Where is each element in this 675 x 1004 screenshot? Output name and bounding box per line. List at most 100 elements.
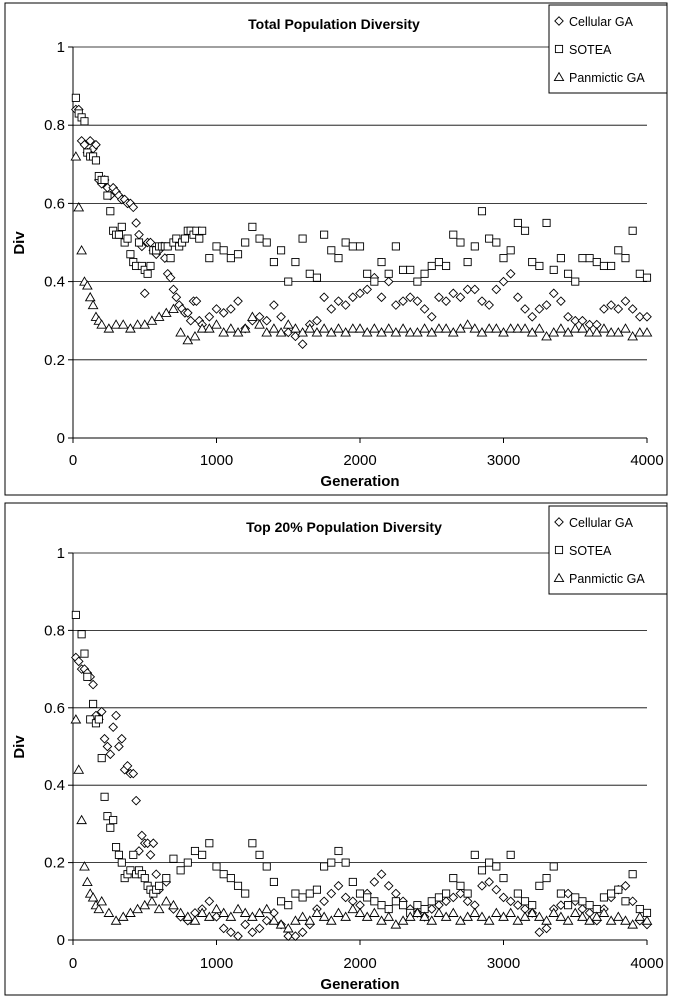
data-point xyxy=(261,315,272,326)
data-point xyxy=(100,175,109,184)
legend: Cellular GA SOTEA Panmictic GA xyxy=(548,4,668,94)
data-point xyxy=(176,866,185,875)
data-point xyxy=(318,323,330,333)
data-point xyxy=(168,303,179,314)
data-point xyxy=(110,319,122,329)
data-point xyxy=(534,304,545,314)
data-point xyxy=(320,230,329,239)
data-point xyxy=(556,254,565,263)
data-point xyxy=(413,277,422,286)
y-tick-label: 0 xyxy=(57,932,65,949)
data-point xyxy=(426,311,437,322)
data-point xyxy=(116,733,127,744)
data-point xyxy=(275,327,287,337)
data-point xyxy=(368,323,380,333)
data-point xyxy=(592,258,601,267)
data-point xyxy=(614,885,623,894)
data-point xyxy=(490,907,502,917)
data-point xyxy=(304,323,316,333)
data-point xyxy=(88,679,98,690)
data-point xyxy=(513,218,522,228)
data-point xyxy=(578,897,587,906)
x-tick-label: 1000 xyxy=(200,955,233,972)
data-point xyxy=(556,889,565,898)
data-point xyxy=(620,323,631,333)
data-point xyxy=(312,885,322,894)
data-point xyxy=(627,304,638,314)
data-point xyxy=(513,889,522,898)
data-point xyxy=(520,897,530,906)
data-point xyxy=(168,284,179,295)
data-point xyxy=(340,892,351,903)
data-point xyxy=(434,292,444,303)
data-point xyxy=(282,923,294,933)
data-point xyxy=(562,915,574,925)
data-point xyxy=(233,296,243,306)
data-point xyxy=(399,265,408,274)
data-point xyxy=(533,911,545,921)
data-point xyxy=(268,323,280,333)
data-point xyxy=(326,888,337,899)
data-point xyxy=(384,269,393,278)
data-point xyxy=(81,280,93,290)
data-point xyxy=(541,300,552,310)
data-point xyxy=(291,258,300,267)
data-point xyxy=(153,903,165,914)
data-point xyxy=(246,311,258,321)
data-point xyxy=(641,915,653,925)
data-point xyxy=(327,246,336,255)
data-point xyxy=(369,877,380,887)
x-tick-label: 4000 xyxy=(630,955,663,972)
data-point xyxy=(556,296,566,306)
data-point xyxy=(448,892,459,903)
data-point xyxy=(248,222,257,231)
x-tick-label: 2000 xyxy=(343,955,376,972)
data-point xyxy=(114,230,123,239)
data-point xyxy=(419,911,430,921)
data-point xyxy=(578,254,587,263)
data-point xyxy=(442,261,451,271)
data-point xyxy=(143,269,152,278)
data-point xyxy=(195,234,204,243)
data-point xyxy=(183,858,192,867)
data-point xyxy=(91,156,101,165)
data-point xyxy=(277,897,286,906)
y-tick-label: 0.8 xyxy=(44,622,65,639)
data-point xyxy=(129,850,138,859)
data-point xyxy=(333,323,344,333)
data-point xyxy=(211,304,222,314)
data-point xyxy=(399,901,408,910)
data-point xyxy=(290,323,301,333)
data-point xyxy=(542,874,551,883)
data-point xyxy=(607,889,616,898)
data-point xyxy=(333,907,344,917)
data-point xyxy=(255,234,264,243)
data-point xyxy=(99,733,110,744)
legend-label: Cellular GA xyxy=(569,15,634,29)
data-point xyxy=(434,258,443,267)
data-point xyxy=(634,327,646,337)
data-point xyxy=(347,903,359,914)
y-tick-label: 0.4 xyxy=(44,274,65,291)
data-point xyxy=(269,300,279,310)
data-point xyxy=(233,881,243,890)
data-point xyxy=(368,907,380,917)
data-point xyxy=(155,881,164,890)
data-point xyxy=(70,714,82,724)
data-point xyxy=(491,884,502,895)
data-point xyxy=(383,323,395,333)
data-point xyxy=(513,900,523,911)
data-point xyxy=(469,907,481,917)
data-point xyxy=(355,288,365,299)
data-point xyxy=(341,858,350,867)
data-point xyxy=(477,880,487,891)
data-point xyxy=(442,889,451,898)
data-point xyxy=(505,896,516,907)
data-point xyxy=(606,300,616,310)
data-point xyxy=(483,915,495,925)
data-point xyxy=(128,768,139,779)
data-point xyxy=(105,749,116,760)
data-point xyxy=(205,839,214,848)
